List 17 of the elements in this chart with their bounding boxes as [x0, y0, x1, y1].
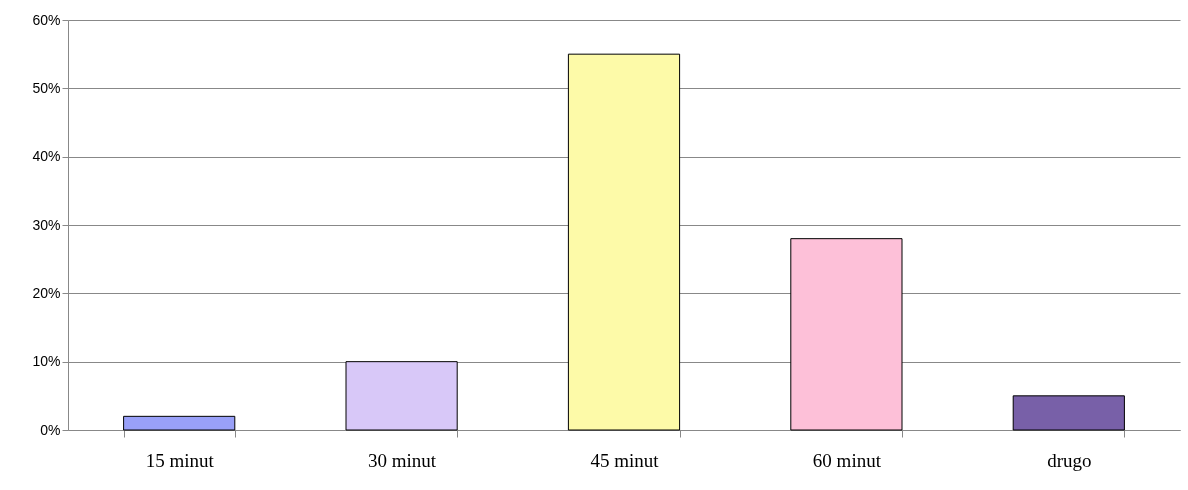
- y-tick-label: 40%: [32, 148, 61, 165]
- bar: [567, 53, 681, 431]
- x-tick-label: 30 minut: [368, 449, 437, 471]
- x-tick-label: 60 minut: [812, 449, 882, 471]
- y-tick-label: 10%: [32, 353, 61, 370]
- bar: [123, 415, 236, 431]
- bar: [345, 361, 458, 431]
- y-tick-label: 0%: [40, 421, 61, 438]
- y-tick-label: 60%: [32, 11, 61, 28]
- x-tick-label: 45 minut: [590, 449, 660, 471]
- bar: [790, 238, 903, 431]
- x-tick-label: 15 minut: [145, 449, 215, 471]
- y-tick-label: 50%: [32, 79, 61, 96]
- bar: [1012, 395, 1125, 431]
- y-tick-label: 20%: [32, 284, 61, 301]
- y-tick-label: 30%: [32, 216, 61, 233]
- x-tick-label: drugo: [1047, 449, 1092, 471]
